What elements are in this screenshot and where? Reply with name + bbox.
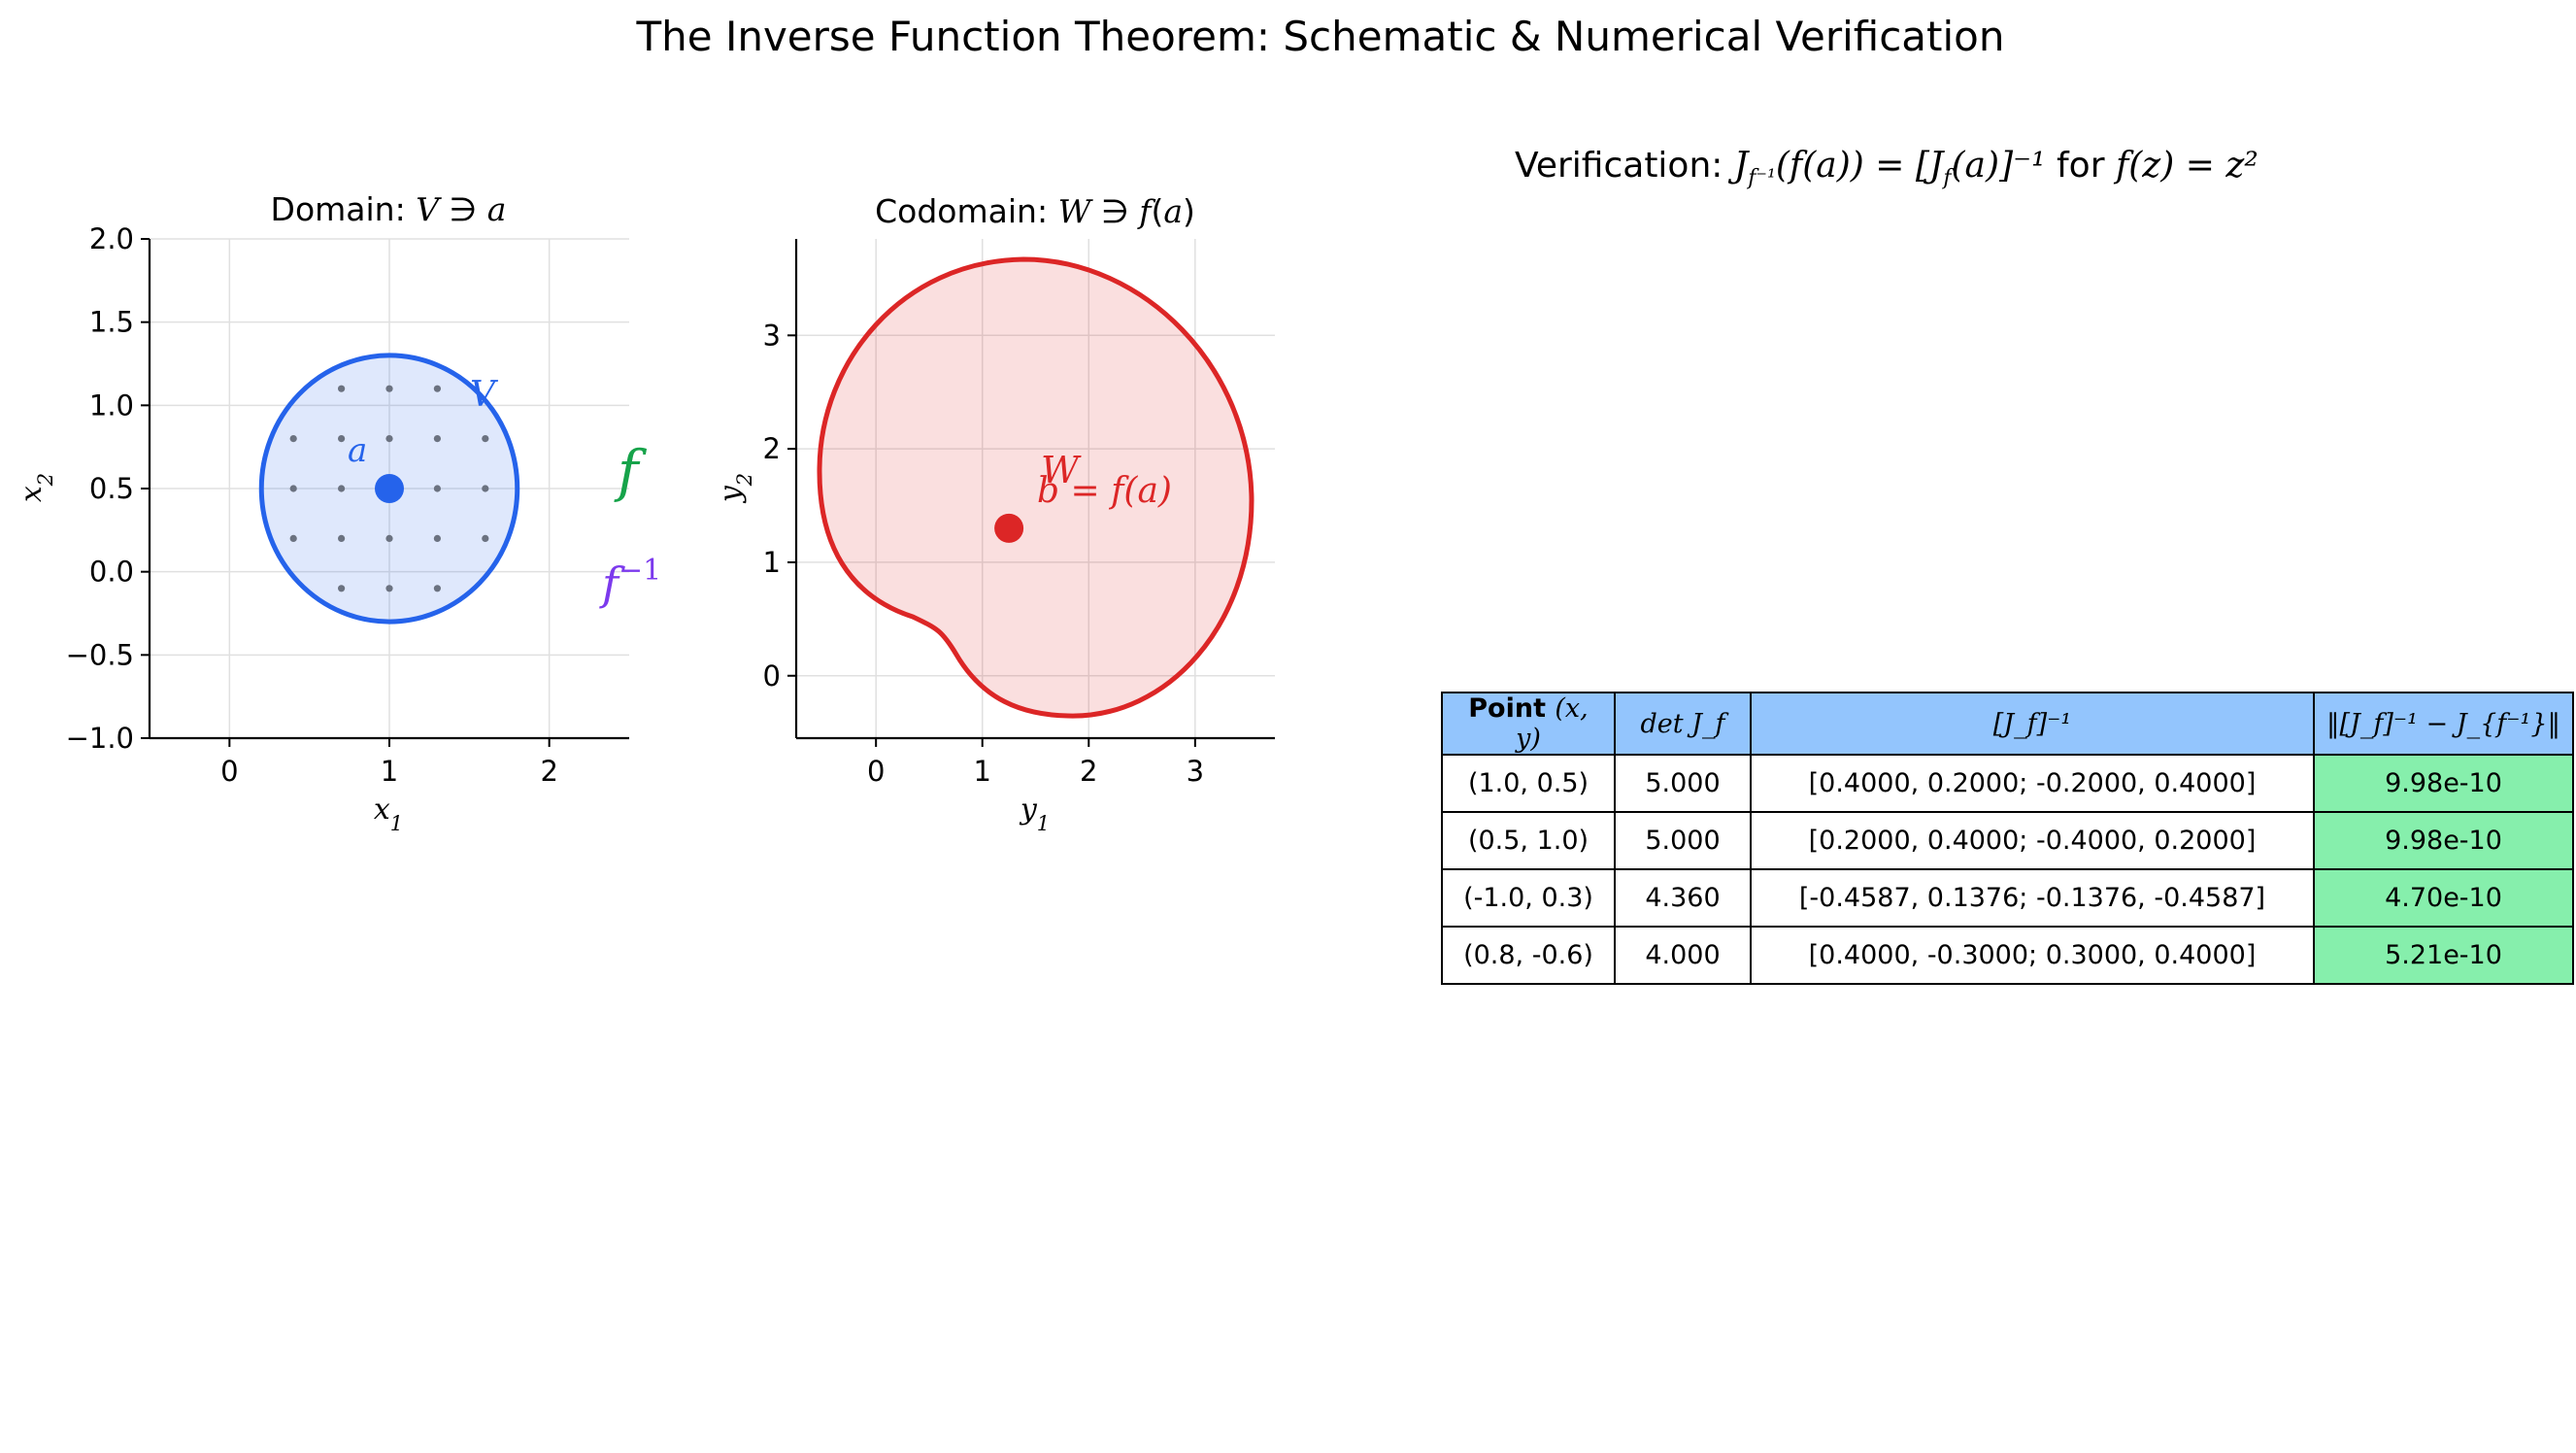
sample-point xyxy=(482,485,489,492)
sample-point xyxy=(338,435,346,443)
region-v-label: V xyxy=(470,375,499,415)
domain-ytick-label: 1.5 xyxy=(89,306,134,339)
domain-xlabel: x1 xyxy=(374,793,403,835)
codomain-ytick-label: 1 xyxy=(763,546,781,579)
domain-panel: 0 1 2 −1.0 −0.5 0.0 0.5 1.0 1.5 2.0 Domain: V ∋ a… xyxy=(15,190,629,835)
cell-error: 9.98e-10 xyxy=(2313,754,2574,813)
codomain-xlabel: y1 xyxy=(1019,793,1050,835)
verification-table: Point (x, y) det J_f [J_f]⁻¹ ‖[J_f]⁻¹ − … xyxy=(1441,692,2574,985)
sample-point xyxy=(338,485,346,492)
domain-ytick-label: −0.5 xyxy=(66,638,134,671)
domain-ytick-label: −1.0 xyxy=(66,722,134,755)
codomain-ylabel: y2 xyxy=(714,473,756,504)
point-b-label: b = f(a) xyxy=(1037,471,1172,511)
region-w-label: W xyxy=(1041,449,1082,491)
cell-inverse: [0.2000, 0.4000; -0.4000, 0.2000] xyxy=(1750,811,2315,870)
verification-title: Verification: Jf⁻¹(f(a)) = [Jf(a)]⁻¹ for… xyxy=(1515,146,2576,190)
cell-inverse: [-0.4587, 0.1376; -0.1376, -0.4587] xyxy=(1750,868,2315,928)
domain-ytick-label: 2.0 xyxy=(89,222,134,255)
cell-det: 4.000 xyxy=(1614,926,1752,985)
verification-title-prefix: Verification: xyxy=(1515,146,1734,186)
table-row: (0.8, -0.6) 4.000 [0.4000, -0.3000; 0.30… xyxy=(1441,926,2574,985)
cell-error: 5.21e-10 xyxy=(2313,926,2574,985)
verification-title-function: f(z) = z² xyxy=(2115,146,2258,186)
sample-point xyxy=(385,435,393,443)
codomain-ytick-label: 0 xyxy=(763,659,781,693)
cell-error: 4.70e-10 xyxy=(2313,868,2574,928)
cell-det: 5.000 xyxy=(1614,811,1752,870)
header-det: det J_f xyxy=(1614,692,1752,756)
codomain-panel: 0 1 2 3 0 1 2 3 Codomain: W ∋ f(a) y1 y2 W b = … xyxy=(714,192,1275,835)
header-error: ‖[J_f]⁻¹ − J_{f⁻¹}‖ xyxy=(2313,692,2574,756)
sample-point xyxy=(289,485,297,492)
domain-ytick-label: 1.0 xyxy=(89,389,134,422)
sample-point xyxy=(482,435,489,443)
sample-point xyxy=(338,585,346,592)
verification-title-mid: for xyxy=(2045,146,2116,186)
cell-point: (0.5, 1.0) xyxy=(1441,811,1616,870)
table-row: (0.5, 1.0) 5.000 [0.2000, 0.4000; -0.400… xyxy=(1441,811,2574,870)
sample-point xyxy=(385,534,393,543)
cell-point: (-1.0, 0.3) xyxy=(1441,868,1616,928)
sample-point xyxy=(385,585,393,592)
codomain-title: Codomain: W ∋ f(a) xyxy=(875,192,1195,230)
domain-xtick-label: 0 xyxy=(220,755,238,788)
cell-det: 4.360 xyxy=(1614,868,1752,928)
inverse-map-label: f−1 xyxy=(599,554,661,610)
domain-title: Domain: V ∋ a xyxy=(271,190,507,228)
point-b xyxy=(994,513,1024,543)
header-point: Point (x, y) xyxy=(1441,692,1616,756)
codomain-xtick-label: 0 xyxy=(867,755,885,788)
cell-point: (1.0, 0.5) xyxy=(1441,754,1616,813)
cell-point: (0.8, -0.6) xyxy=(1441,926,1616,985)
sample-point xyxy=(338,385,346,392)
table-header-row: Point (x, y) det J_f [J_f]⁻¹ ‖[J_f]⁻¹ − … xyxy=(1441,692,2574,756)
sample-point xyxy=(482,534,489,543)
sample-point xyxy=(433,585,441,592)
codomain-xtick-label: 3 xyxy=(1187,755,1204,788)
sample-point xyxy=(289,435,297,443)
domain-ytick-label: 0.0 xyxy=(89,556,134,589)
region-w xyxy=(817,256,1255,719)
cell-inverse: [0.4000, -0.3000; 0.3000, 0.4000] xyxy=(1750,926,2315,985)
figure-title: The Inverse Function Theorem: Schematic … xyxy=(635,13,2004,60)
verification-title-equation: Jf⁻¹(f(a)) = [Jf(a)]⁻¹ xyxy=(1733,146,2046,191)
domain-ytick-label: 0.5 xyxy=(89,472,134,505)
point-a xyxy=(375,474,404,503)
header-inverse: [J_f]⁻¹ xyxy=(1750,692,2315,756)
sample-point xyxy=(433,485,441,492)
sample-point xyxy=(338,534,346,543)
codomain-ytick-label: 3 xyxy=(763,319,781,352)
cell-error: 9.98e-10 xyxy=(2313,811,2574,870)
sample-point xyxy=(385,385,393,392)
domain-xtick-label: 2 xyxy=(540,755,557,788)
sample-point xyxy=(289,534,297,543)
forward-map-label: f xyxy=(614,438,648,504)
domain-ylabel: x2 xyxy=(15,473,57,502)
point-a-label: a xyxy=(348,431,367,470)
codomain-ytick-label: 2 xyxy=(763,432,781,465)
sample-point xyxy=(433,534,441,543)
table-row: (1.0, 0.5) 5.000 [0.4000, 0.2000; -0.200… xyxy=(1441,754,2574,813)
codomain-xtick-label: 1 xyxy=(973,755,990,788)
sample-point xyxy=(433,435,441,443)
table-row: (-1.0, 0.3) 4.360 [-0.4587, 0.1376; -0.1… xyxy=(1441,868,2574,928)
cell-inverse: [0.4000, 0.2000; -0.2000, 0.4000] xyxy=(1750,754,2315,813)
domain-xtick-label: 1 xyxy=(381,755,398,788)
cell-det: 5.000 xyxy=(1614,754,1752,813)
sample-point xyxy=(433,385,441,392)
codomain-xtick-label: 2 xyxy=(1080,755,1097,788)
